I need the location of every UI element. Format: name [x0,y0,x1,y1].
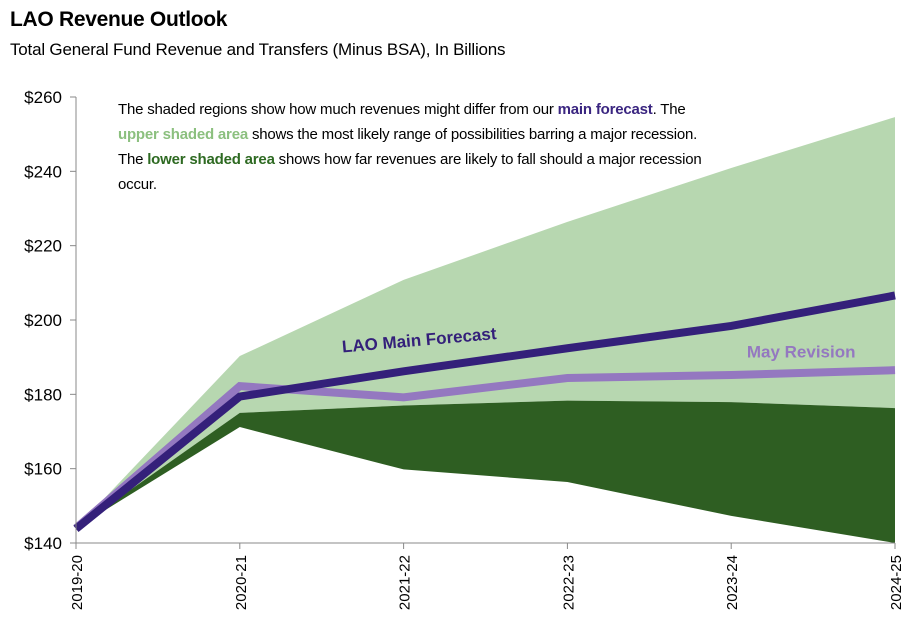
y-tick-label: $260 [24,88,62,107]
may-revision-line [73,366,896,532]
x-tick-label: 2023-24 [724,555,741,610]
note-upper-area-highlight: upper shaded area [118,126,248,143]
note-text-3: shows the most likely range of possibili… [118,126,698,168]
chart-explanation-note: The shaded regions show how much revenue… [118,97,718,197]
upper-shaded-area [76,117,895,529]
y-tick-label: $240 [24,162,62,181]
annotation-may-revision: May Revision [747,343,856,362]
y-tick-label: $180 [24,385,62,404]
y-tick-label: $220 [24,237,62,256]
x-tick-label: 2020-21 [233,555,250,610]
chart-title: LAO Revenue Outlook [10,8,228,31]
note-lower-area-highlight: lower shaded area [147,151,275,168]
y-tick-label: $140 [24,534,62,553]
note-text-2: . The [652,101,686,118]
main-forecast-line [73,291,896,532]
note-main-forecast-highlight: main forecast [557,101,653,118]
note-text-1: The shaded regions show how much revenue… [118,101,558,118]
y-tick-label: $200 [24,311,62,330]
y-tick-label: $160 [24,460,62,479]
lower-shaded-area [76,400,895,543]
x-tick-label: 2021-22 [397,555,414,610]
x-tick-label: 2019-20 [69,555,86,610]
x-tick-label: 2024-25 [888,555,905,610]
chart-subtitle: Total General Fund Revenue and Transfers… [10,40,506,59]
x-tick-label: 2022-23 [560,555,577,610]
note-text-4: shows how far revenues are likely to fal… [118,151,702,193]
